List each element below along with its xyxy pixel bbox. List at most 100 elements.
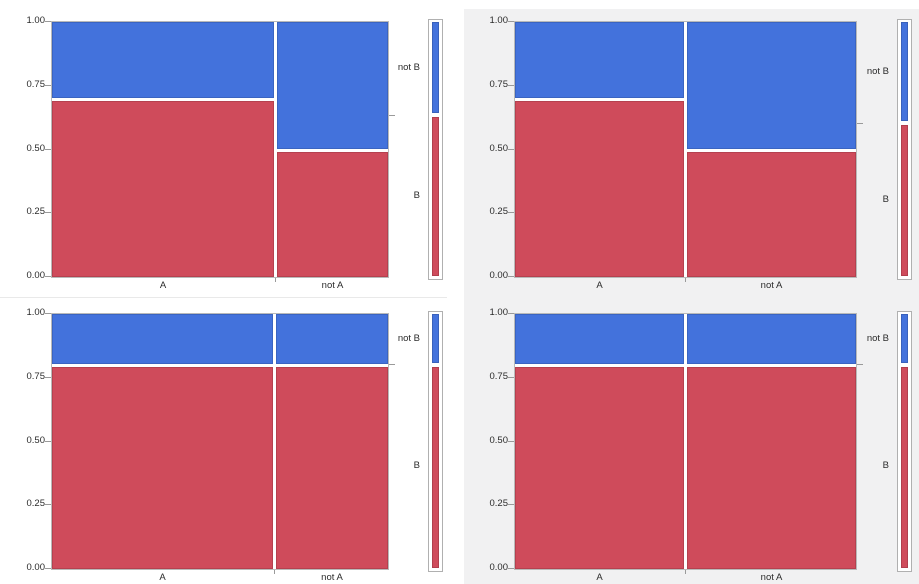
mosaic-plot-area — [514, 313, 857, 570]
x-axis-label-notA: not A — [760, 280, 783, 291]
x-axis-boundary-tick — [274, 570, 275, 574]
y-axis-label: 0.25 — [26, 498, 46, 509]
y-axis-label: 0.50 — [26, 435, 46, 446]
panel-divider — [0, 297, 447, 298]
y-axis-label: 0.00 — [26, 270, 46, 281]
legend-split-tick — [857, 364, 863, 365]
mosaic-cell-B-A — [52, 367, 273, 569]
x-axis-label-A: A — [596, 572, 603, 583]
mosaic-plot-area — [514, 21, 857, 278]
mosaic-plot-area — [51, 313, 389, 570]
mosaic-cell-B-A — [515, 367, 684, 569]
mosaic-cell-B-notA — [276, 367, 388, 569]
x-axis-boundary-tick — [275, 278, 276, 282]
legend-bar-B-segment — [901, 125, 908, 276]
y-axis-tick — [45, 568, 51, 569]
y-axis-tick — [45, 21, 51, 22]
legend-label-notB: not B — [866, 66, 889, 77]
y-axis-label: 0.75 — [489, 371, 509, 382]
y-axis-tick — [508, 377, 514, 378]
x-axis-label-notA: not A — [321, 280, 344, 291]
legend-marginal-bar — [428, 311, 443, 572]
legend-label-B: B — [882, 193, 889, 205]
y-axis-tick — [45, 504, 51, 505]
y-axis-label: 0.25 — [26, 206, 46, 217]
mosaic-cell-notB-A — [52, 22, 274, 98]
mosaic-cell-B-A — [515, 101, 684, 277]
mosaic-cell-notB-A — [515, 314, 684, 364]
legend-label-B: B — [882, 460, 889, 471]
y-axis-label: 0.75 — [26, 79, 46, 90]
y-axis-label: 0.00 — [26, 562, 46, 573]
y-axis-label: 0.50 — [26, 143, 46, 154]
y-axis-label: 1.00 — [26, 15, 46, 26]
y-axis-tick — [508, 212, 514, 213]
legend-label-notB: not B — [866, 332, 889, 344]
mosaic-cell-B-A — [52, 101, 274, 277]
mosaic-cell-B-notA — [277, 152, 388, 277]
x-axis-boundary-tick — [685, 570, 686, 574]
legend-bar-notB-segment — [901, 314, 908, 363]
x-axis-label-A: A — [159, 280, 167, 291]
mosaic-cell-notB-notA — [277, 22, 388, 149]
y-axis-tick — [508, 21, 514, 22]
legend-split-tick — [389, 115, 395, 116]
y-axis-label: 0.50 — [489, 143, 509, 154]
y-axis-tick — [45, 276, 51, 277]
mosaic-cell-notB-A — [515, 22, 684, 98]
x-axis-label-notA: not A — [760, 572, 783, 583]
y-axis-tick — [508, 568, 514, 569]
legend-bar-notB-segment — [901, 22, 908, 121]
mosaic-cell-B-notA — [687, 152, 856, 277]
mosaic-cell-B-notA — [687, 367, 856, 569]
y-axis-tick — [508, 313, 514, 314]
y-axis-tick — [508, 504, 514, 505]
legend-marginal-bar — [428, 19, 443, 280]
y-axis-label: 1.00 — [489, 15, 509, 26]
y-axis-tick — [508, 85, 514, 86]
legend-bar-notB-segment — [432, 314, 439, 363]
x-axis-label-A: A — [159, 572, 166, 583]
y-axis-label: 0.75 — [26, 371, 46, 382]
y-axis-tick — [508, 276, 514, 277]
y-axis-tick — [45, 441, 51, 442]
x-axis-boundary-tick — [685, 278, 686, 282]
legend-label-B: B — [413, 460, 420, 471]
y-axis-tick — [45, 313, 51, 314]
mosaic-cell-notB-notA — [687, 22, 856, 149]
y-axis-tick — [45, 85, 51, 86]
y-axis-label: 0.75 — [489, 79, 509, 90]
legend-bar-notB-segment — [432, 22, 439, 113]
mosaic-cell-notB-notA — [276, 314, 388, 364]
y-axis-tick — [45, 377, 51, 378]
y-axis-label: 1.00 — [26, 307, 46, 318]
mosaic-plot-area — [51, 21, 389, 278]
y-axis-tick — [508, 441, 514, 442]
legend-label-notB: not B — [397, 332, 420, 344]
y-axis-tick — [508, 149, 514, 150]
y-axis-tick — [45, 149, 51, 150]
legend-split-tick — [389, 364, 395, 365]
x-axis-label-A: A — [596, 280, 603, 291]
mosaic-cell-notB-A — [52, 314, 273, 364]
y-axis-label: 0.50 — [489, 435, 509, 446]
y-axis-label: 0.00 — [489, 270, 509, 281]
y-axis-label: 0.25 — [489, 498, 509, 509]
y-axis-tick — [45, 212, 51, 213]
y-axis-label: 0.25 — [489, 206, 509, 217]
legend-bar-B-segment — [432, 117, 439, 276]
mosaic-cell-notB-notA — [687, 314, 856, 364]
legend-bar-B-segment — [901, 367, 908, 568]
x-axis-label-notA: not A — [321, 572, 343, 583]
legend-split-tick — [857, 123, 863, 124]
legend-marginal-bar — [897, 311, 912, 572]
y-axis-label: 1.00 — [489, 307, 509, 318]
legend-label-notB: not B — [397, 62, 420, 73]
legend-label-B: B — [413, 189, 420, 201]
legend-bar-B-segment — [432, 367, 439, 568]
